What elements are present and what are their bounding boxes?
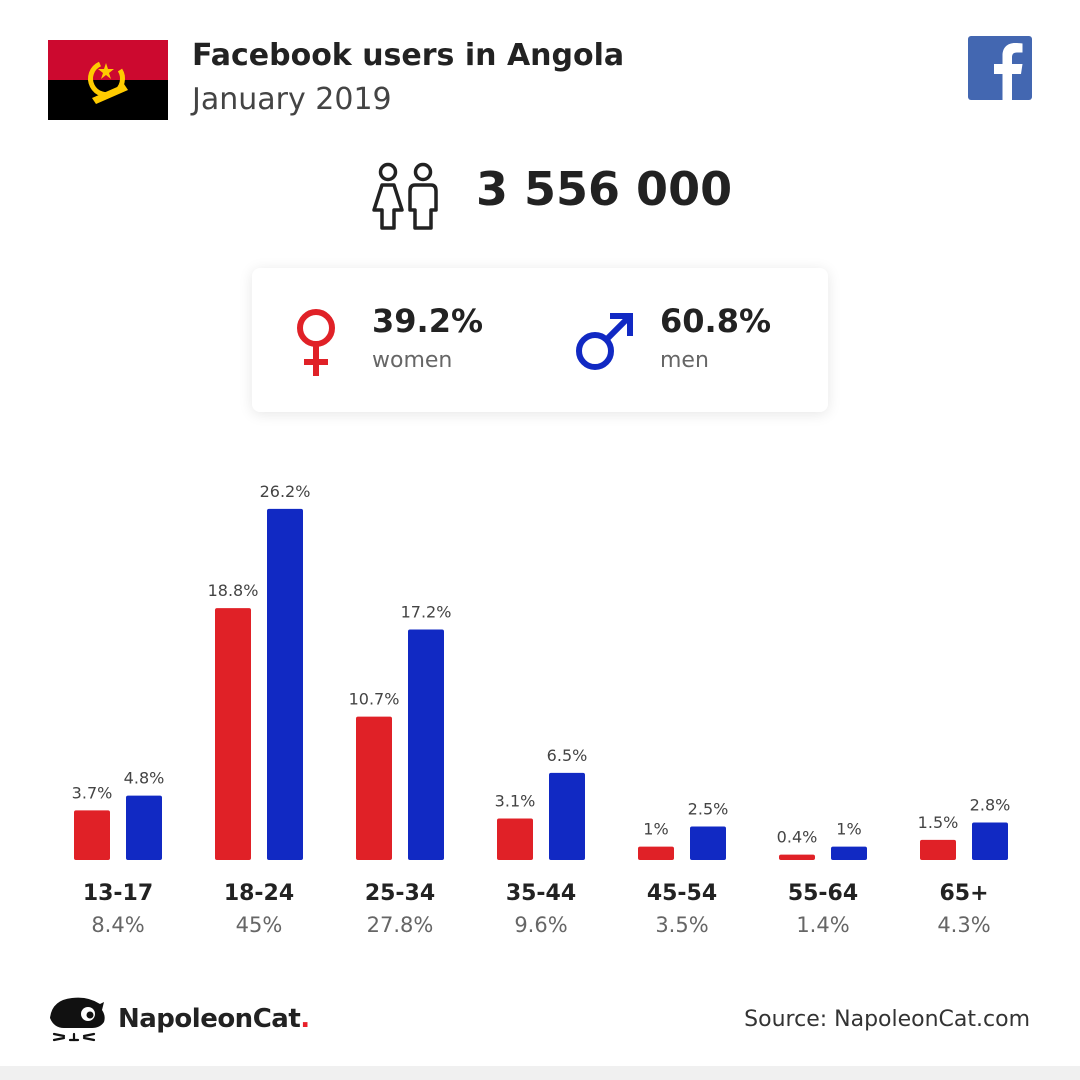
bar-value-label: 18.8% — [208, 581, 259, 600]
bar-value-label: 3.7% — [72, 783, 113, 802]
napoleoncat-logo-icon — [50, 997, 105, 1042]
source-text: Source: NapoleonCat.com — [744, 1007, 1030, 1032]
women-label: women — [372, 348, 453, 373]
category-label: 18-24 — [224, 881, 294, 906]
bar-25-34-series-2 — [408, 629, 444, 860]
category-label: 13-17 — [83, 881, 153, 906]
men-label: men — [660, 348, 709, 373]
bar-45-54-series-2 — [690, 826, 726, 860]
brand-name: NapoleonCat. — [118, 1004, 310, 1034]
bar-value-label: 2.8% — [970, 795, 1011, 814]
page-title: Facebook users in Angola — [192, 38, 625, 73]
bar-value-label: 10.7% — [349, 690, 400, 709]
category-label: 45-54 — [647, 881, 717, 906]
female-symbol-icon — [297, 309, 335, 376]
footer-strip — [0, 1066, 1080, 1080]
category-total-label: 45% — [236, 913, 283, 937]
women-percentage: 39.2% — [372, 302, 484, 340]
bar-18-24-series-2 — [267, 508, 303, 860]
page-subtitle: January 2019 — [192, 82, 392, 117]
bar-13-17-series-2 — [126, 795, 162, 860]
bar-45-54-series-1 — [638, 846, 674, 860]
male-symbol-icon — [576, 313, 633, 370]
bar-value-label: 4.8% — [124, 769, 165, 788]
bar-value-label: 26.2% — [260, 482, 311, 501]
bar-25-34-series-1 — [356, 716, 392, 860]
angola-flag-icon — [48, 40, 168, 120]
men-percentage: 60.8% — [660, 302, 772, 340]
bar-value-label: 1% — [836, 820, 861, 839]
gender-card: 39.2% women 60.8% men — [252, 268, 828, 412]
category-label: 65+ — [939, 881, 988, 906]
bar-18-24-series-1 — [215, 608, 251, 860]
facebook-icon — [968, 36, 1032, 100]
bar-value-label: 6.5% — [547, 746, 588, 765]
category-total-label: 8.4% — [91, 913, 144, 937]
category-label: 35-44 — [506, 881, 576, 906]
bar-65+-series-2 — [972, 822, 1008, 860]
bar-55-64-series-2 — [831, 846, 867, 860]
age-gender-bar-chart: 3.7% 4.8% 13-17 8.4% 18.8% 26.2% 18-24 45% 10.7%… — [72, 482, 1011, 937]
bar-value-label: 2.5% — [688, 800, 729, 819]
bar-35-44-series-2 — [549, 772, 585, 860]
total-users: 3 556 000 — [476, 162, 733, 216]
bar-35-44-series-1 — [497, 818, 533, 860]
bar-value-label: 17.2% — [401, 603, 452, 622]
bar-value-label: 1.5% — [918, 813, 959, 832]
bar-value-label: 0.4% — [777, 828, 818, 847]
category-total-label: 27.8% — [367, 913, 434, 937]
bar-value-label: 3.1% — [495, 791, 536, 810]
bar-55-64-series-1 — [779, 854, 815, 860]
brand-dot: . — [300, 1004, 310, 1034]
bar-65+-series-1 — [920, 839, 956, 860]
bar-13-17-series-1 — [74, 810, 110, 860]
category-total-label: 3.5% — [655, 913, 708, 937]
people-icon — [372, 162, 438, 230]
category-total-label: 1.4% — [796, 913, 849, 937]
category-label: 25-34 — [365, 881, 435, 906]
category-total-label: 4.3% — [937, 913, 990, 937]
category-total-label: 9.6% — [514, 913, 567, 937]
category-label: 55-64 — [788, 881, 858, 906]
brand-name-text: NapoleonCat — [118, 1004, 301, 1034]
bar-value-label: 1% — [643, 820, 668, 839]
